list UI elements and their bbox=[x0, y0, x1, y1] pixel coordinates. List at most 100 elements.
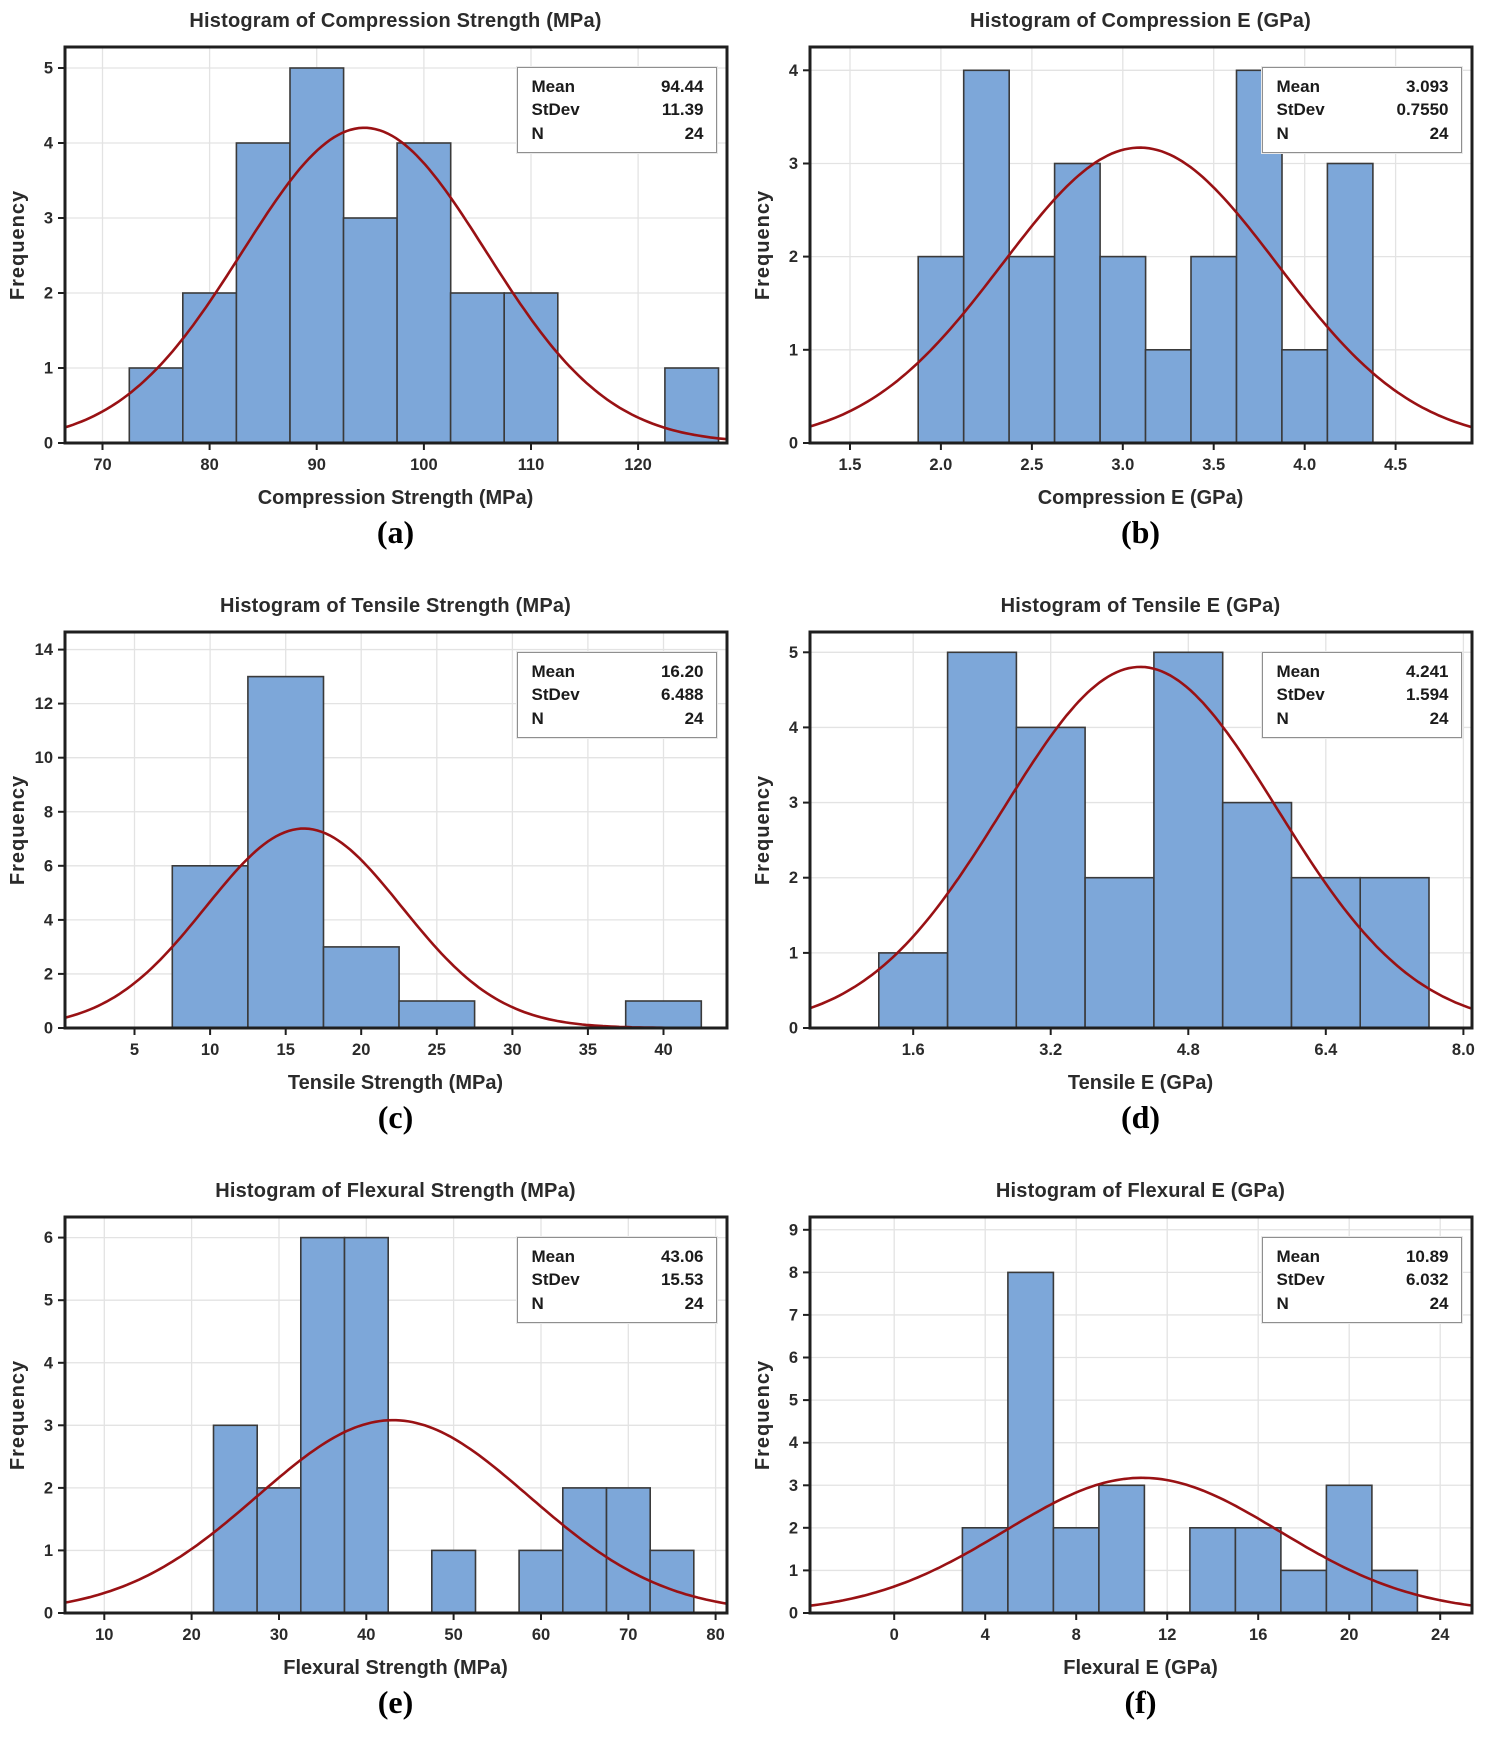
stat-value: 10.89 bbox=[1405, 1247, 1449, 1266]
svg-text:2: 2 bbox=[43, 1479, 52, 1497]
svg-text:4.0: 4.0 bbox=[1293, 456, 1316, 474]
svg-text:120: 120 bbox=[624, 456, 652, 474]
stat-row: StDev 1.594 bbox=[1277, 683, 1449, 706]
panel-letter: (d) bbox=[1120, 1099, 1161, 1135]
svg-text:3.0: 3.0 bbox=[1111, 456, 1134, 474]
svg-text:1.5: 1.5 bbox=[838, 456, 861, 474]
svg-text:40: 40 bbox=[654, 1041, 672, 1059]
svg-text:4.8: 4.8 bbox=[1176, 1041, 1199, 1059]
stat-value: 43.06 bbox=[660, 1247, 704, 1266]
svg-text:1: 1 bbox=[788, 944, 797, 962]
svg-text:4: 4 bbox=[43, 1354, 53, 1372]
stats-box: Mean 16.20 StDev 6.488 N 24 bbox=[516, 652, 717, 739]
svg-text:5: 5 bbox=[129, 1041, 138, 1059]
stat-value: 6.032 bbox=[1405, 1270, 1449, 1290]
svg-text:0: 0 bbox=[43, 1605, 52, 1623]
svg-text:Frequency: Frequency bbox=[752, 190, 774, 300]
svg-text:2: 2 bbox=[788, 1519, 797, 1537]
svg-text:2.0: 2.0 bbox=[929, 456, 952, 474]
svg-text:4: 4 bbox=[788, 719, 798, 737]
stats-box: Mean 3.093 StDev 0.7550 N 24 bbox=[1261, 67, 1462, 154]
svg-text:8: 8 bbox=[788, 1264, 797, 1282]
stat-value: 0.7550 bbox=[1396, 100, 1449, 120]
stat-row: StDev 6.488 bbox=[532, 683, 704, 706]
stat-row: N 24 bbox=[1277, 122, 1449, 145]
chart-title: Histogram of Flexural E (GPa) bbox=[995, 1180, 1286, 1202]
svg-text:Frequency: Frequency bbox=[752, 1360, 774, 1470]
x-axis-title: Flexural E (GPa) bbox=[1063, 1657, 1218, 1679]
chart-title: Histogram of Compression E (GPa) bbox=[970, 10, 1311, 32]
plot-area: 1.6 3.2 4.8 6.4 8.0 0 1 2 3 4 5 Frequency Mean 4.241… bbox=[752, 624, 1484, 1070]
svg-text:30: 30 bbox=[503, 1041, 521, 1059]
svg-text:0: 0 bbox=[788, 435, 797, 453]
svg-text:Frequency: Frequency bbox=[7, 775, 29, 885]
svg-text:20: 20 bbox=[352, 1041, 370, 1059]
stats-box: Mean 94.44 StDev 11.39 N 24 bbox=[516, 67, 717, 154]
stat-label: StDev bbox=[1276, 100, 1325, 120]
stat-row: Mean 94.44 bbox=[532, 75, 704, 98]
svg-text:70: 70 bbox=[93, 456, 111, 474]
stat-label: StDev bbox=[1276, 1270, 1325, 1290]
stat-value: 3.093 bbox=[1405, 77, 1449, 96]
stat-value: 4.241 bbox=[1405, 662, 1449, 681]
svg-text:3: 3 bbox=[788, 155, 797, 173]
svg-text:Frequency: Frequency bbox=[752, 775, 774, 885]
stat-value: 24 bbox=[684, 1293, 704, 1313]
plot-area: 1.5 2.0 2.5 3.0 3.5 4.0 4.5 0 1 2 3 4 Frequency Mean… bbox=[752, 39, 1484, 485]
svg-text:1: 1 bbox=[788, 341, 797, 359]
svg-text:2.5: 2.5 bbox=[1020, 456, 1043, 474]
svg-text:20: 20 bbox=[1340, 1626, 1358, 1644]
svg-text:10: 10 bbox=[200, 1041, 218, 1059]
svg-text:12: 12 bbox=[34, 695, 52, 713]
stat-row: N 24 bbox=[532, 707, 704, 730]
stat-row: StDev 15.53 bbox=[532, 1268, 704, 1291]
stat-label: Mean bbox=[531, 662, 575, 681]
stat-value: 24 bbox=[684, 708, 704, 728]
stat-value: 16.20 bbox=[660, 662, 704, 681]
stat-value: 11.39 bbox=[661, 100, 704, 120]
svg-text:4: 4 bbox=[980, 1626, 990, 1644]
svg-text:2: 2 bbox=[788, 248, 797, 266]
svg-text:0: 0 bbox=[788, 1605, 797, 1623]
stat-label: Mean bbox=[1276, 77, 1320, 96]
panel-f: Histogram of Flexural E (GPa) 0 4 8 12 16 20 2… bbox=[745, 1170, 1490, 1755]
svg-text:40: 40 bbox=[357, 1626, 375, 1644]
histogram-canvas: 10 20 30 40 50 60 70 80 0 1 2 3 4 5 6 Frequency bbox=[7, 1215, 728, 1644]
stat-row: Mean 4.241 bbox=[1277, 660, 1449, 683]
svg-text:Frequency: Frequency bbox=[7, 190, 29, 300]
svg-text:15: 15 bbox=[276, 1041, 294, 1059]
histogram-canvas: 1.6 3.2 4.8 6.4 8.0 0 1 2 3 4 5 Frequency bbox=[752, 630, 1474, 1059]
x-axis-title: Tensile Strength (MPa) bbox=[287, 1072, 504, 1094]
plot-area: 10 20 30 40 50 60 70 80 0 1 2 3 4 5 6 Frequency Mean 43.… bbox=[7, 1209, 739, 1655]
stat-value: 24 bbox=[1429, 123, 1449, 143]
stat-row: StDev 0.7550 bbox=[1277, 98, 1449, 121]
svg-text:6: 6 bbox=[788, 1349, 797, 1367]
svg-text:5: 5 bbox=[43, 1292, 52, 1310]
svg-text:9: 9 bbox=[788, 1221, 797, 1239]
stat-row: N 24 bbox=[1277, 1292, 1449, 1315]
x-axis-title: Flexural Strength (MPa) bbox=[283, 1657, 508, 1679]
panel-letter: (f) bbox=[1124, 1684, 1157, 1720]
stat-label: StDev bbox=[531, 685, 580, 705]
svg-text:2: 2 bbox=[788, 869, 797, 887]
stat-row: N 24 bbox=[1277, 707, 1449, 730]
chart-title: Histogram of Tensile Strength (MPa) bbox=[219, 595, 572, 617]
svg-text:4: 4 bbox=[43, 135, 53, 153]
svg-text:5: 5 bbox=[788, 644, 797, 662]
stat-label: StDev bbox=[531, 1270, 580, 1290]
svg-text:14: 14 bbox=[34, 641, 53, 659]
stat-value: 94.44 bbox=[660, 77, 704, 96]
stat-label: N bbox=[1276, 708, 1289, 728]
panel-letter: (c) bbox=[377, 1099, 414, 1135]
svg-text:100: 100 bbox=[410, 456, 438, 474]
stat-value: 1.594 bbox=[1405, 685, 1449, 705]
chart-title: Histogram of Flexural Strength (MPa) bbox=[215, 1180, 576, 1202]
svg-text:4: 4 bbox=[788, 62, 798, 80]
panel-letter: (b) bbox=[1120, 514, 1161, 550]
stat-value: 24 bbox=[684, 123, 704, 143]
svg-text:Frequency: Frequency bbox=[7, 1360, 29, 1470]
svg-text:10: 10 bbox=[95, 1626, 113, 1644]
svg-text:1.6: 1.6 bbox=[901, 1041, 924, 1059]
